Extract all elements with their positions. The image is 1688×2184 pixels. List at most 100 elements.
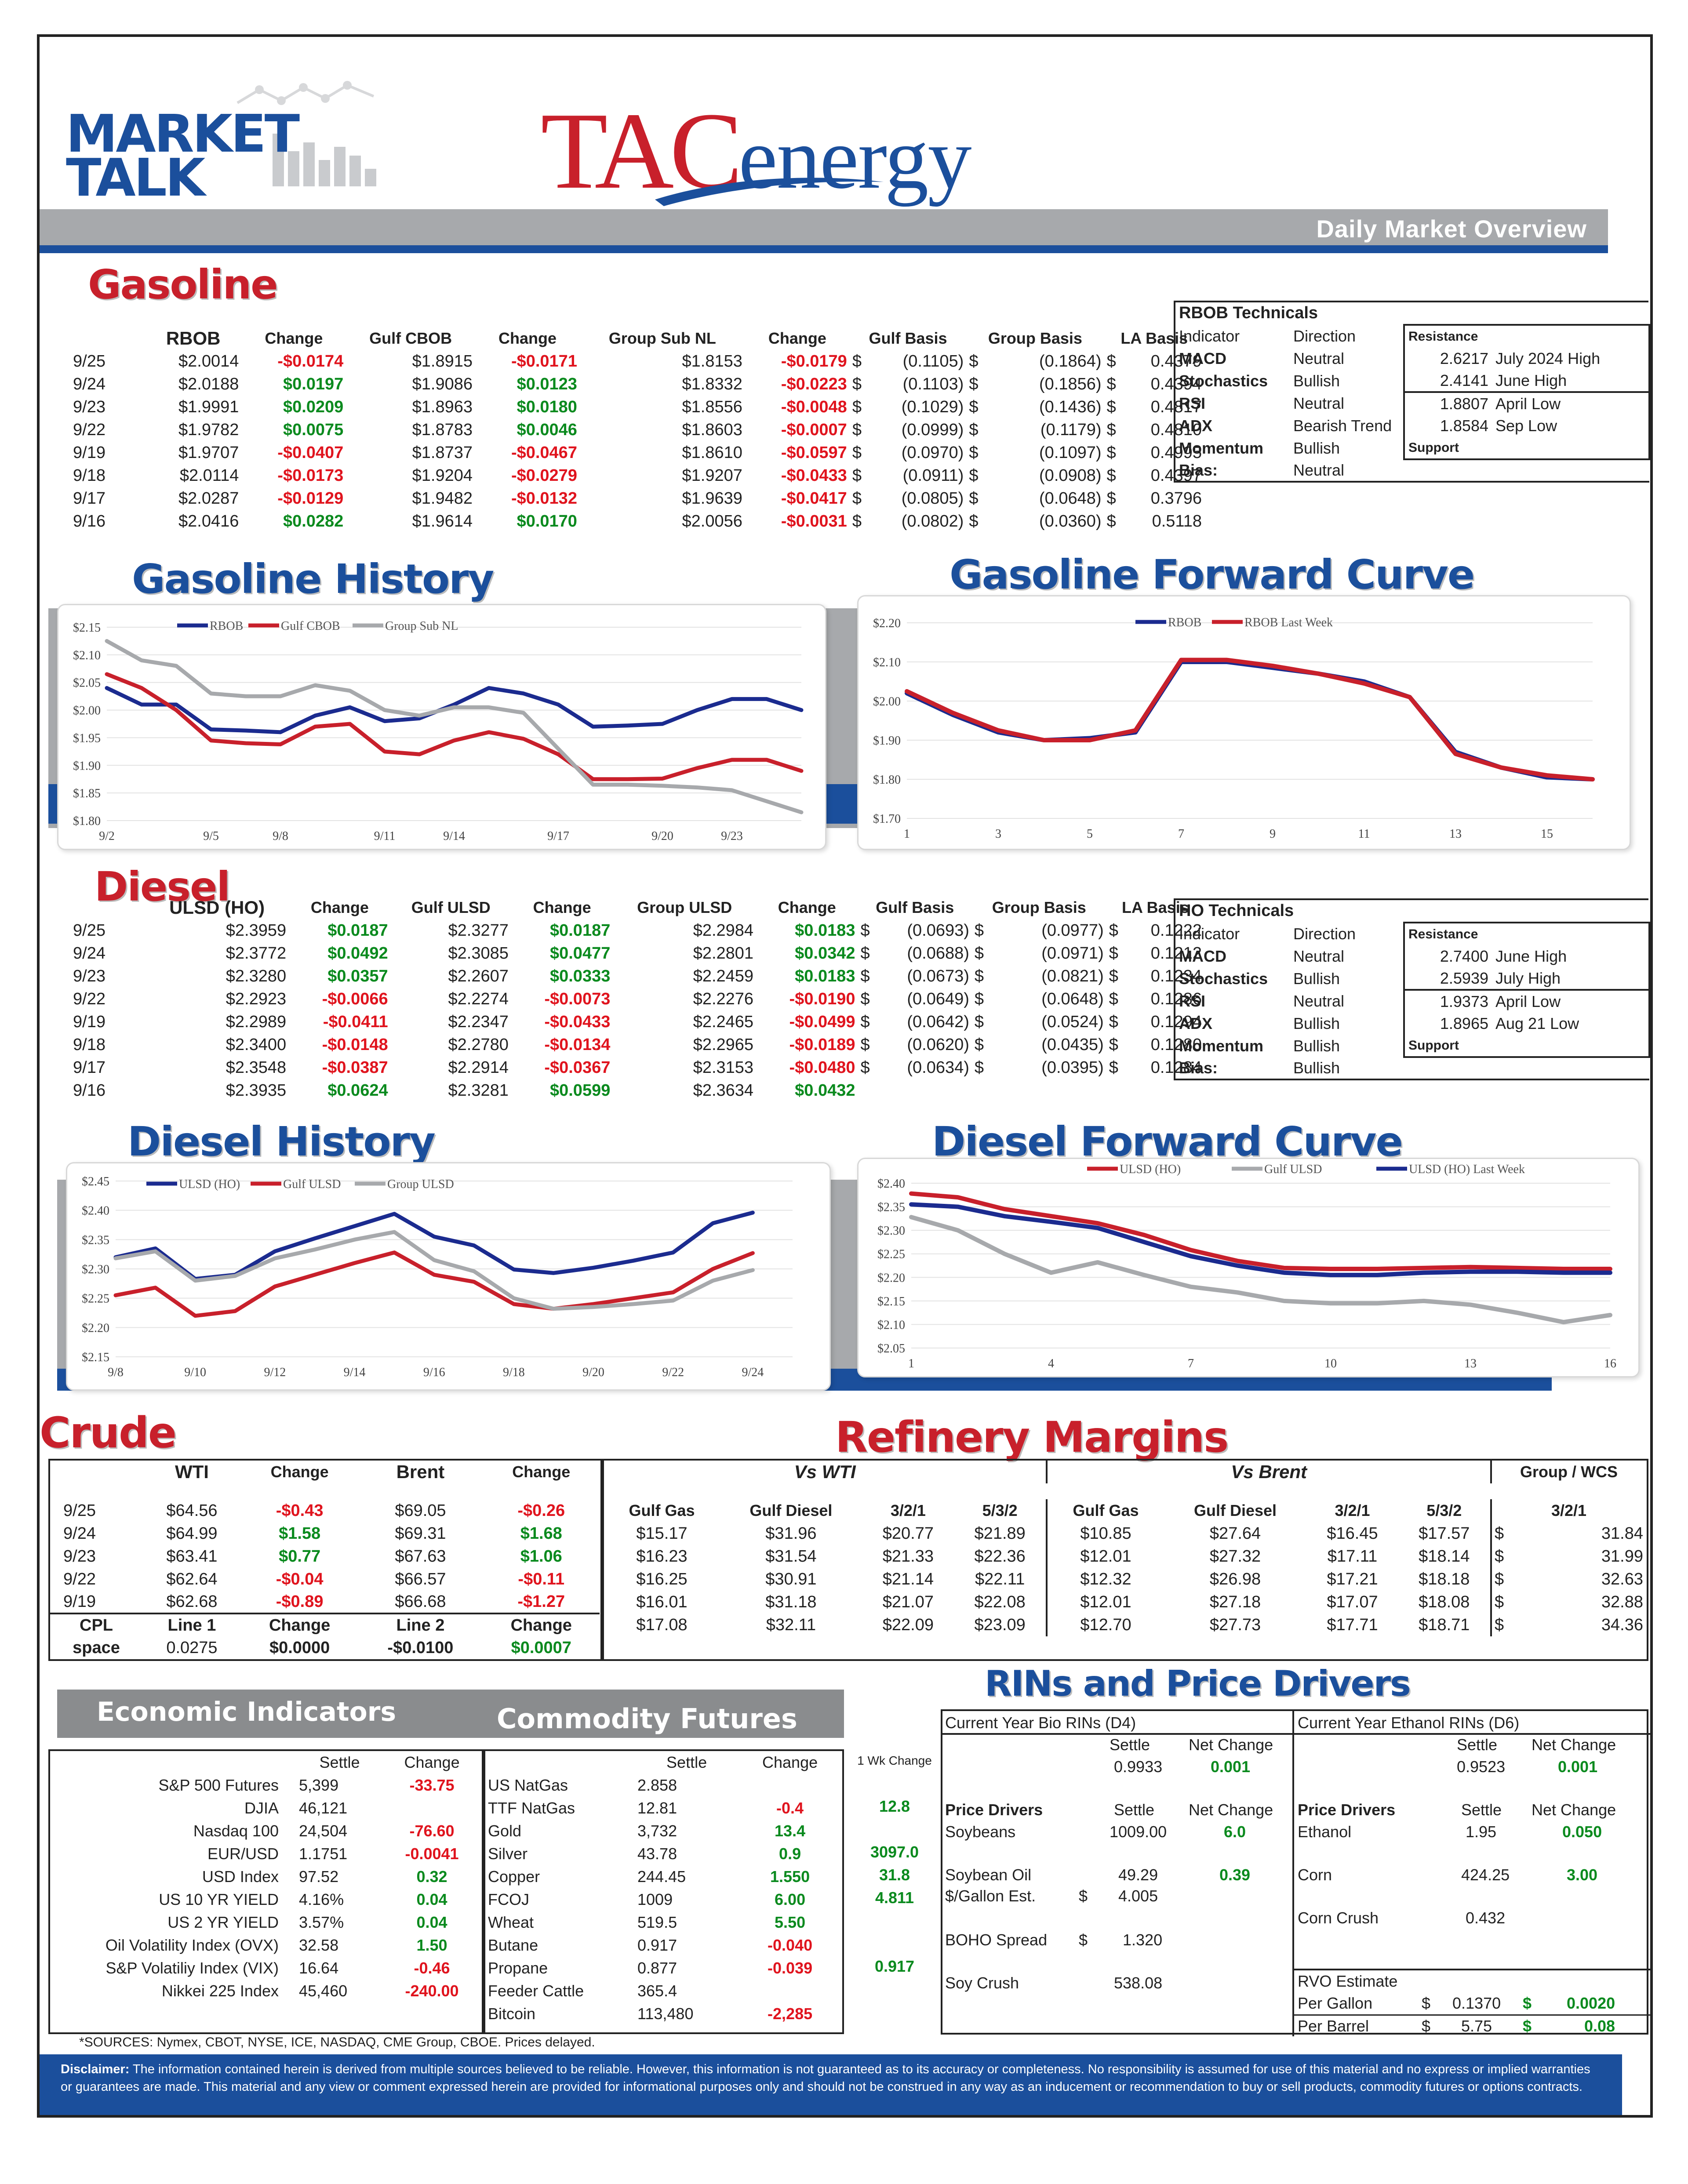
rbob-bias-label: Bias: <box>1179 461 1218 479</box>
x-tick-label: 9 <box>1270 827 1276 841</box>
col-d-change-2: Change <box>533 898 591 916</box>
y-tick-label: $1.95 <box>73 731 101 745</box>
cell-currency: $ <box>852 489 862 508</box>
indicator-name: RSI <box>1179 992 1206 1010</box>
x-tick-label: 9/8 <box>108 1366 124 1379</box>
cell-currency: $ <box>969 489 979 508</box>
cell-ho: $2.3959 <box>226 921 287 940</box>
ref-col-321-2: 3/2/1 <box>1335 1501 1370 1519</box>
series-line-1 <box>905 658 1595 781</box>
commodity-wk-change: 4.811 <box>875 1889 914 1907</box>
cell-la: 0.4995 <box>1150 443 1202 462</box>
ref-value: $22.09 <box>882 1615 934 1634</box>
commodity-wk-change <box>844 1909 945 1932</box>
cell-c3: -$0.0007 <box>781 420 847 439</box>
ref-value: $27.18 <box>1209 1592 1261 1611</box>
cell-c3: -$0.0189 <box>789 1035 855 1054</box>
diesel-table: ULSD (HO) Change Gulf ULSD Change Group … <box>70 896 1204 1102</box>
cpl-change1-value: $0.0000 <box>269 1638 330 1657</box>
ref-value: $22.11 <box>953 1568 1048 1591</box>
market-talk-decoration <box>236 81 376 186</box>
cell-la: 0.1284 <box>1150 1058 1202 1077</box>
commodity-settle: 2.858 <box>637 1776 677 1794</box>
cell-date: 9/16 <box>73 1081 106 1100</box>
crude-row: 9/23 $63.41 $0.77 $67.63 $1.06 <box>50 1545 600 1568</box>
ref-value: $21.89 <box>953 1522 1048 1545</box>
commodity-wk-change <box>844 1932 945 1955</box>
cell-gulf: $2.2914 <box>448 1058 509 1077</box>
y-tick-label: $2.15 <box>73 621 101 635</box>
market-talk-line1: MARKET <box>66 103 300 164</box>
cell-group: $1.8556 <box>682 397 742 416</box>
table-row: 9/18 $2.0114 -$0.0173 $1.9204 -$0.0279 $1.920… <box>70 464 1204 487</box>
refinery-row: $17.08 $32.11 $22.09 $23.09 $12.70 $27.73 $17.… <box>604 1613 1646 1636</box>
indicator-direction: Neutral <box>1293 947 1345 965</box>
cell-ho: $2.3400 <box>226 1035 287 1054</box>
cell-c3: -$0.0223 <box>781 374 847 393</box>
legend-label: ULSD (HO) Last Week <box>1409 1163 1525 1176</box>
soy-crush-label: Soy Crush <box>945 1974 1019 1992</box>
left-drivers-settle-label: Settle <box>1114 1801 1155 1819</box>
cell-c2: -$0.0279 <box>511 466 577 485</box>
per-barrel-value: 5.75 <box>1461 2017 1492 2035</box>
rins-title: RINs and Price Drivers <box>985 1663 1411 1704</box>
crude-row: 9/19 $62.68 -$0.89 $66.68 -$1.27 <box>50 1591 600 1613</box>
ref-value: $20.77 <box>882 1524 934 1543</box>
table-row: 9/23 $1.9991 $0.0209 $1.8963 $0.0180 $1.8556 -… <box>70 396 1204 418</box>
commodity-settle: 3,732 <box>637 1822 677 1840</box>
crude-title: Crude <box>40 1408 177 1457</box>
x-tick-label: 9/20 <box>582 1366 604 1379</box>
legend-label: Gulf CBOB <box>281 619 340 633</box>
crude-date: 9/25 <box>63 1501 96 1520</box>
gallon-value: 4.005 <box>1118 1887 1158 1905</box>
commodity-wk-change <box>844 1818 945 1841</box>
cell-grbasis: (0.1436) <box>1039 397 1102 416</box>
diesel-title: Diesel <box>95 863 230 910</box>
diesel-history-svg: $2.15 $2.20 $2.25 $2.30 $2.35 $2.40 $2.45 9/8 9/… <box>82 1175 793 1379</box>
econ-change-label: Change <box>404 1753 460 1771</box>
ref-currency: $ <box>1495 1547 1504 1566</box>
cell-la: 0.4810 <box>1150 420 1202 439</box>
x-tick-label: 9/2 <box>99 829 115 843</box>
d4-divider <box>942 1733 1294 1735</box>
cell-group: $2.2984 <box>693 921 754 940</box>
right-drivers-title: Price Drivers <box>1298 1801 1396 1819</box>
group-wcs-header: Group / WCS <box>1520 1463 1618 1481</box>
ref-value: $17.07 <box>1327 1592 1378 1611</box>
cell-currency: $ <box>974 1035 984 1054</box>
cell-c2: -$0.0073 <box>544 989 611 1008</box>
ref-value: $15.17 <box>636 1524 688 1543</box>
legend-label: Gulf ULSD <box>283 1177 341 1191</box>
crude-wti: $64.56 <box>166 1501 218 1520</box>
col-d-la-basis: LA Basis <box>1122 898 1189 916</box>
level-label: June High <box>1492 945 1650 967</box>
crude-brent: $69.05 <box>395 1501 446 1520</box>
crude-brent: $66.57 <box>395 1570 446 1588</box>
econ-change: 0.04 <box>416 1913 447 1931</box>
crude-date: 9/23 <box>63 1547 96 1566</box>
diesel-forward-chart: $2.05 $2.10 $2.15 $2.20 $2.25 $2.30 $2.35 $2.40… <box>857 1158 1640 1377</box>
cell-c3: -$0.0417 <box>781 489 847 508</box>
crude-brent: $67.63 <box>395 1547 446 1566</box>
rbob-indicator-label: Indicator <box>1179 327 1240 345</box>
d4-change-label: Net Change <box>1189 1736 1273 1754</box>
indicator-direction: Neutral <box>1293 992 1345 1010</box>
econ-name: DJIA <box>244 1799 279 1817</box>
y-tick-label: $2.10 <box>73 649 101 662</box>
y-tick-label: $1.90 <box>873 734 901 748</box>
diesel-forward-title: Diesel Forward Curve <box>932 1118 1403 1165</box>
commodity-name: Gold <box>488 1822 522 1840</box>
ref-wcs-value: 34.36 <box>1601 1615 1643 1634</box>
econ-row: EUR/USD 1.1751 -0.0041 <box>50 1842 481 1865</box>
disclaimer-label: Disclaimer: <box>61 2062 130 2076</box>
x-tick-label: 9/5 <box>203 829 219 843</box>
x-tick-label: 9/18 <box>503 1366 525 1379</box>
cell-la: 0.3796 <box>1150 489 1202 508</box>
cell-c1: -$0.0148 <box>322 1035 388 1054</box>
commodity-change: 6.00 <box>775 1890 806 1908</box>
market-talk-line2: TALK <box>66 147 205 208</box>
cell-grbasis: (0.0648) <box>1039 489 1102 508</box>
cpl-line2-value: -$0.0100 <box>387 1638 454 1657</box>
cell-currency: $ <box>969 374 979 393</box>
crude-row: 9/25 $64.56 -$0.43 $69.05 -$0.26 <box>50 1499 600 1522</box>
